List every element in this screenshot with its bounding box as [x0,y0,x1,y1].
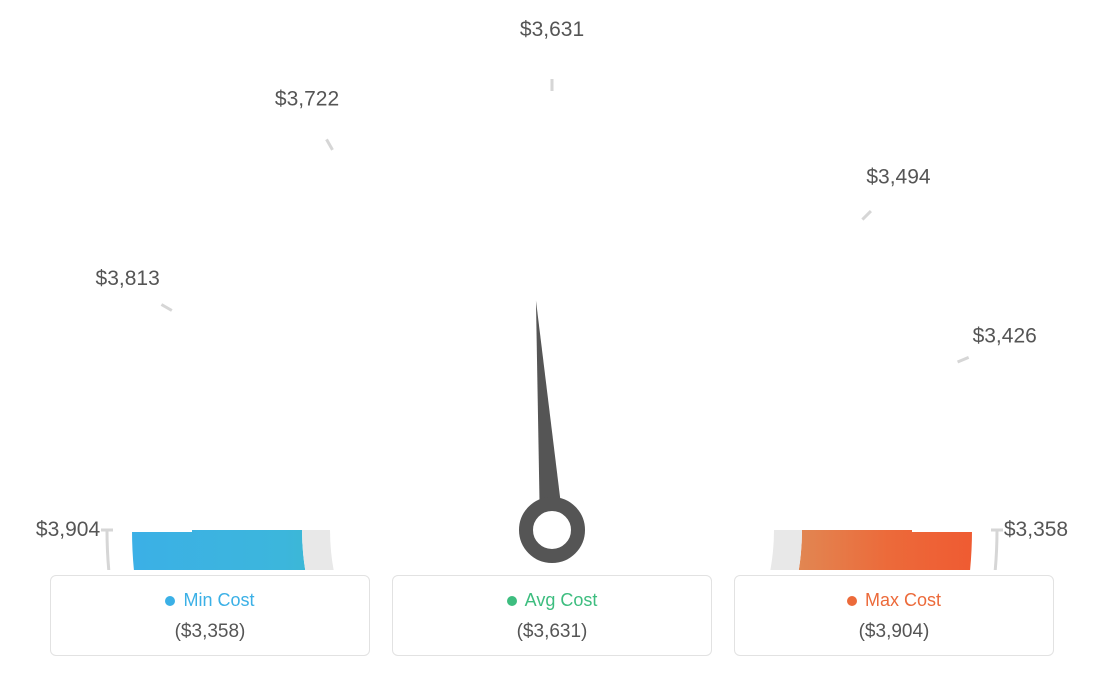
legend-value-max: ($3,904) [745,621,1043,643]
gauge-tick-label: $3,722 [275,88,339,111]
gauge-tick [275,214,301,244]
legend-card-avg: Avg Cost ($3,631) [392,575,712,656]
gauge-tick [470,118,478,157]
gauge-tick [626,118,634,157]
legend-top: Min Cost [61,590,359,611]
legend-label-min: Min Cost [183,590,254,611]
gauge-needle [536,301,564,531]
gauge-outline-tick [862,211,870,219]
gauge-tick [885,369,940,392]
dot-avg [507,596,517,606]
gauge-tick [342,166,372,218]
gauge-outline-tick [958,357,969,362]
gauge-tick-label: $3,494 [866,166,931,189]
gauge-hub [526,504,578,556]
gauge-outline-tick [161,305,171,311]
legend-top: Avg Cost [403,590,701,611]
gauge-tick-label: $3,631 [520,18,584,41]
legend-value-min: ($3,358) [61,621,359,643]
gauge-svg: $3,358 $3,426 $3,494 $3,631 $3,722 $3,813 $3,9… [22,10,1082,570]
gauge-tick [140,448,179,456]
legend-label-avg: Avg Cost [525,590,598,611]
gauge-tick [925,448,964,456]
gauge-tick [807,233,849,275]
gauge-tick-label: $3,813 [96,267,160,290]
gauge-chart: $3,358 $3,426 $3,494 $3,631 $3,722 $3,813 $3,9… [0,0,1104,570]
gauge-tick [763,181,785,214]
gauge-tick [154,395,192,408]
legend-label-max: Max Cost [865,590,941,611]
gauge-tick [391,142,406,179]
gauge-tick-label: $3,358 [1004,518,1068,541]
dot-min [165,596,175,606]
gauge-tick [697,142,712,179]
gauge-tick [236,253,266,279]
legend-value-avg: ($3,631) [403,621,701,643]
gauge-tick-label: $3,904 [36,518,101,541]
legend-row: Min Cost ($3,358) Avg Cost ($3,631) Max … [0,575,1104,656]
gauge-tick [188,320,240,350]
gauge-tick-label: $3,426 [973,324,1037,347]
gauge-outline-tick [327,139,333,149]
legend-top: Max Cost [745,590,1043,611]
dot-max [847,596,857,606]
legend-card-max: Max Cost ($3,904) [734,575,1054,656]
legend-card-min: Min Cost ($3,358) [50,575,370,656]
gauge-tick [868,297,901,319]
